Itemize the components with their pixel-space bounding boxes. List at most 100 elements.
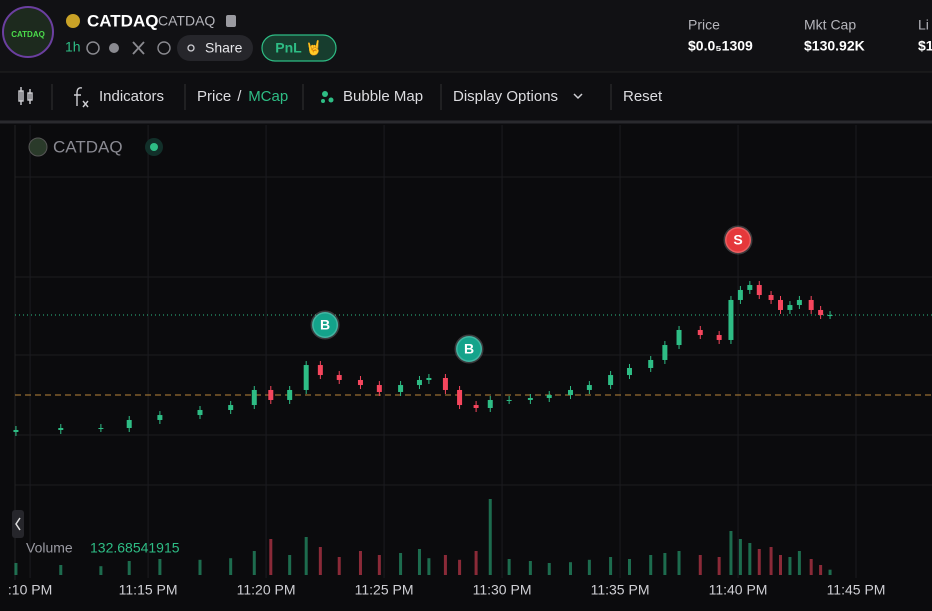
volume-bar: [99, 566, 103, 575]
candle-body: [336, 375, 342, 380]
candle-body: [487, 399, 493, 408]
volume-bar: [427, 558, 431, 575]
volume-bar: [458, 559, 462, 575]
volume-bar: [528, 561, 532, 575]
share-label: Share: [205, 40, 243, 56]
volume-bar: [649, 555, 653, 575]
price-toggle[interactable]: Price: [197, 88, 231, 105]
stat-value: $130.92K: [804, 38, 865, 54]
candle-body: [473, 405, 479, 408]
volume-bar: [738, 539, 742, 575]
candle-body: [728, 299, 734, 340]
candle-body: [676, 329, 682, 346]
bubble-icon[interactable]: [321, 91, 334, 103]
volume-bar: [547, 563, 551, 575]
volume-bar: [488, 499, 492, 575]
volume-bar: [417, 549, 421, 575]
fx-icon[interactable]: [74, 87, 89, 108]
collapse-button[interactable]: [12, 510, 24, 538]
candle-body: [778, 299, 784, 310]
bubble-map[interactable]: Bubble Map: [343, 88, 423, 105]
volume-bar: [158, 559, 162, 575]
trade-marker: [310, 310, 340, 340]
volume-bar: [568, 562, 572, 575]
volume-bar: [698, 555, 702, 575]
trade-label: B: [464, 341, 474, 357]
trade-marker: [454, 334, 484, 364]
candle-body: [197, 409, 203, 416]
stat-label: Li: [918, 17, 929, 33]
candle-body: [98, 427, 104, 429]
candle-body: [527, 397, 533, 400]
candle-body: [567, 389, 573, 396]
volume-bar: [587, 559, 591, 575]
volume-bar: [788, 557, 792, 575]
volume-bar: [229, 558, 233, 575]
volume-bar: [748, 543, 752, 575]
volume-bar: [14, 563, 18, 575]
x-tick-label: 11:40 PM: [709, 582, 768, 598]
candle-body: [662, 345, 668, 360]
candle-body: [157, 415, 163, 420]
mcap-toggle[interactable]: MCap: [248, 88, 288, 105]
chevron: [573, 93, 583, 100]
toggle-separator: /: [237, 88, 242, 105]
candle-body: [827, 315, 833, 317]
x-icon[interactable]: [132, 41, 145, 55]
candle-body: [287, 389, 293, 400]
candle-body: [787, 305, 793, 310]
link-icon[interactable]: [109, 43, 119, 53]
header-bg: [0, 0, 932, 72]
stat-label: Mkt Cap: [804, 17, 856, 33]
volume-bar: [59, 565, 63, 575]
token-name: CATDAQ: [87, 11, 158, 30]
candle-body: [317, 365, 323, 376]
copy-icon[interactable]: [226, 15, 236, 27]
candle-body: [303, 365, 309, 390]
display-options[interactable]: Display Options: [453, 88, 558, 105]
token-ticker: CATDAQ: [158, 13, 215, 29]
candle-body: [457, 389, 463, 406]
x-tick-label: :10 PM: [8, 582, 52, 598]
pnl-button[interactable]: [261, 34, 337, 62]
reset[interactable]: Reset: [623, 88, 663, 105]
toolbar-bg: [0, 72, 932, 122]
stat-label: Price: [688, 17, 720, 33]
volume-bar: [809, 559, 813, 575]
volume-bar: [757, 549, 761, 575]
candle-body: [796, 299, 802, 306]
x-tick-label: 11:15 PM: [119, 582, 178, 598]
avatar-text: CATDAQ: [11, 30, 45, 39]
search-icon[interactable]: [86, 41, 100, 55]
candle-body: [126, 419, 132, 428]
candle-body: [768, 295, 774, 300]
candle-body: [818, 309, 824, 316]
avatar: [2, 6, 54, 58]
candle-body: [747, 285, 753, 290]
volume-bar: [609, 557, 613, 575]
indicators[interactable]: Indicators: [99, 88, 164, 105]
volume-bar: [377, 555, 381, 575]
candle-body: [808, 299, 814, 310]
volume-bar: [474, 551, 478, 575]
collapse-chevron: [15, 517, 21, 531]
volume-bar: [717, 557, 721, 575]
web-icon[interactable]: [157, 41, 171, 55]
candles-icon[interactable]: [18, 87, 33, 105]
volume-bar: [819, 565, 823, 575]
stat-value: $1: [918, 38, 932, 54]
volume-bar: [198, 559, 202, 575]
volume-bar: [797, 551, 801, 575]
volume-bar: [304, 537, 308, 575]
candle-body: [608, 375, 614, 386]
trade-label: B: [320, 317, 330, 333]
candle-body: [506, 399, 512, 401]
share-button[interactable]: [177, 35, 253, 61]
volume-bar: [677, 551, 681, 575]
candle-body: [228, 405, 234, 410]
candle-body: [13, 429, 19, 432]
volume-bar: [337, 557, 341, 575]
volume-bar: [252, 551, 256, 575]
candle-body: [58, 427, 64, 430]
volume-label: Volume: [26, 540, 73, 556]
